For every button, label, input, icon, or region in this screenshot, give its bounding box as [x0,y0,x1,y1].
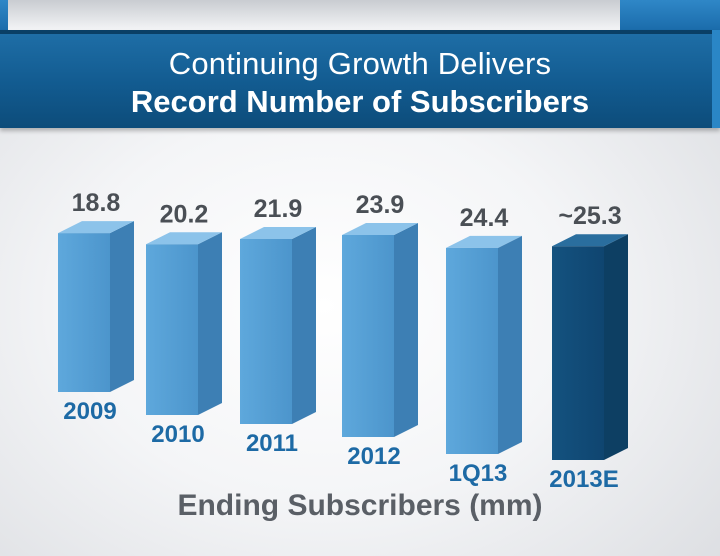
title-banner [0,30,720,128]
x-tick-label: 2011 [246,430,298,457]
x-tick-label: 2013E [549,466,618,493]
bar [146,244,198,415]
bar [240,238,292,424]
data-label: 24.4 [460,204,509,232]
data-label: ~25.3 [558,202,621,230]
data-label: 18.8 [72,189,121,217]
corner-accent-left [0,0,8,30]
bar-top-face [146,232,222,245]
top-strip [0,0,720,30]
bar-side-face [394,223,418,437]
bar-top-face [446,235,522,248]
bar [446,247,498,454]
bar-side-face [110,221,134,392]
data-label: 20.2 [160,200,209,228]
bar-top-face [240,226,316,239]
x-tick-label: 2010 [151,421,204,448]
data-label: 23.9 [356,191,405,219]
chart-subtitle: Record Number of Subscribers [130,84,590,119]
bar-top-face [58,221,134,234]
x-tick-label: 2009 [63,398,116,425]
chart-title: Continuing Growth Delivers [168,46,552,81]
bar-top-face [552,234,628,247]
title-banner-accent [712,30,720,128]
data-label: 21.9 [254,195,303,223]
x-axis-label: Ending Subscribers (mm) [177,489,543,522]
bar [552,246,604,460]
bar-side-face [604,234,628,460]
bar-side-face [292,226,316,424]
x-tick-label: 1Q13 [449,460,508,487]
corner-accent-right [620,0,720,30]
bar-side-face [198,232,222,415]
bar [342,235,394,437]
x-tick-label: 2012 [347,443,400,470]
bar-top-face [342,223,418,236]
bar [58,233,110,392]
bar-side-face [498,235,522,454]
